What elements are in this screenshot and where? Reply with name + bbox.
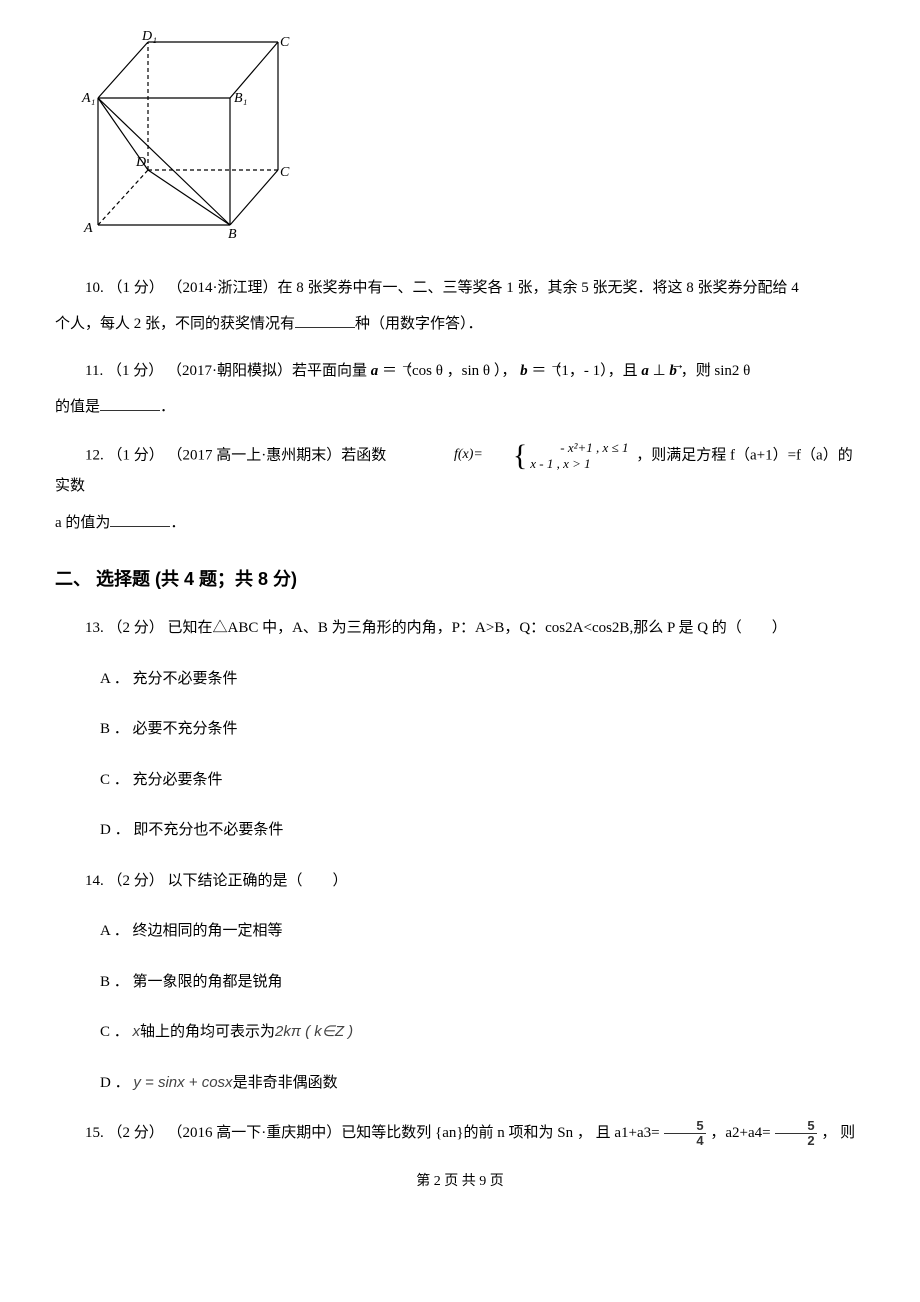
q13-stem: 13. （2 分） 已知在△ABC 中，A、B 为三角形的内角，P：A>B，Q：… [85, 620, 787, 636]
q15-post: ， 则 [821, 1125, 855, 1141]
fx-case1: - x²+1 , x ≤ 1 [560, 440, 628, 455]
q13-option-a: A ． 充分不必要条件 [100, 665, 865, 694]
vector-a-2: a→ [641, 363, 649, 379]
piecewise-fx: f(x)= { - x²+1 , x ≤ 1 x - 1 , x > 1 [394, 440, 628, 473]
q15-mid: ，a2+a4= [710, 1125, 774, 1141]
vector-b-2: b→ [669, 363, 677, 379]
q10-blank [295, 313, 355, 328]
q14d-post: 是非奇非偶函数 [233, 1075, 338, 1091]
svg-text:B: B [228, 227, 237, 242]
frac-5-2: 52 [775, 1119, 816, 1149]
q10-post-b: 种（用数字作答）． [355, 316, 483, 332]
frac2-den: 2 [775, 1134, 816, 1148]
cube-diagram: A B C D A₁ B₁ C₁ D₁ [80, 30, 920, 256]
q10-line1: 10. （1 分） （2014·浙江理）在 8 张奖券中有一、二、三等奖各 1 … [85, 280, 799, 296]
q13-option-d: D ． 即不充分也不必要条件 [100, 816, 865, 845]
question-10: 10. （1 分） （2014·浙江理）在 8 张奖券中有一、二、三等奖各 1 … [55, 274, 865, 303]
fx-label: f(x)= [424, 442, 483, 469]
q15-pre: 15. （2 分） （2016 高一下·重庆期中）已知等比数列 {an}的前 n… [85, 1125, 663, 1141]
q14c-math1: x [133, 1023, 141, 1040]
q11-l2a: 的值是 [55, 399, 100, 415]
q12-blank [110, 512, 170, 527]
q14-option-d: D ． y = sinx + cosx是非奇非偶函数 [100, 1069, 865, 1098]
svg-text:A: A [83, 221, 93, 236]
frac1-den: 4 [664, 1134, 705, 1148]
svg-text:D: D [135, 155, 146, 170]
q14c-pre: C ． [100, 1024, 133, 1040]
frac-5-4: 54 [664, 1119, 705, 1149]
vector-b: b→ [520, 363, 528, 379]
question-11: 11. （1 分） （2017·朝阳模拟）若平面向量 a→ ＝（cos θ ，s… [55, 357, 865, 386]
q13-option-b: B ． 必要不充分条件 [100, 715, 865, 744]
svg-text:D₁: D₁ [141, 30, 157, 44]
page-footer: 第 2 页 共 9 页 [0, 1169, 920, 1211]
q14c-math2: 2kπ ( k∈Z ) [275, 1023, 353, 1040]
cube-svg: A B C D A₁ B₁ C₁ D₁ [80, 30, 290, 245]
q14d-pre: D ． [100, 1075, 133, 1091]
q11-pre: 11. （1 分） （2017·朝阳模拟）若平面向量 [85, 363, 371, 379]
fx-case2: x - 1 , x > 1 [530, 456, 590, 471]
q12-pre: 12. （1 分） （2017 高一上·惠州期末）若函数 [85, 447, 390, 463]
q12-l2b: ． [170, 515, 185, 531]
vector-a: a→ [371, 363, 379, 379]
q14d-math: y = sinx + cosx [133, 1074, 232, 1091]
frac1-num: 5 [664, 1119, 705, 1134]
q12-l2a: a 的值为 [55, 515, 110, 531]
svg-text:B₁: B₁ [234, 91, 247, 106]
q11-blank [100, 396, 160, 411]
q14-option-b: B ． 第一象限的角都是锐角 [100, 968, 865, 997]
question-10-line2: 个人，每人 2 张，不同的获奖情况有 种（用数字作答）． [55, 310, 865, 339]
question-15: 15. （2 分） （2016 高一下·重庆期中）已知等比数列 {an}的前 n… [55, 1119, 865, 1149]
section-2-header: 二、 选择题 (共 4 题；共 8 分) [55, 562, 865, 596]
question-12-line2: a 的值为 ． [55, 509, 865, 538]
frac2-num: 5 [775, 1119, 816, 1134]
question-11-line2: 的值是 ． [55, 393, 865, 422]
brace-icon: { [483, 442, 527, 469]
question-14: 14. （2 分） 以下结论正确的是（ ） [55, 867, 865, 896]
q14-option-c: C ． x轴上的角均可表示为2kπ ( k∈Z ) [100, 1018, 865, 1047]
q14-stem: 14. （2 分） 以下结论正确的是（ ） [85, 873, 348, 889]
q13-option-c: C ． 充分必要条件 [100, 766, 865, 795]
svg-text:A₁: A₁ [81, 91, 95, 106]
question-12: 12. （1 分） （2017 高一上·惠州期末）若函数 f(x)= { - x… [55, 440, 865, 501]
q14c-mid: 轴上的角均可表示为 [140, 1024, 275, 1040]
q14-option-a: A ． 终边相同的角一定相等 [100, 917, 865, 946]
q10-post-a: 个人，每人 2 张，不同的获奖情况有 [55, 316, 295, 332]
svg-text:C₁: C₁ [280, 35, 290, 50]
question-13: 13. （2 分） 已知在△ABC 中，A、B 为三角形的内角，P：A>B，Q：… [55, 614, 865, 643]
svg-text:C: C [280, 165, 290, 180]
q11-l2b: ． [160, 399, 175, 415]
